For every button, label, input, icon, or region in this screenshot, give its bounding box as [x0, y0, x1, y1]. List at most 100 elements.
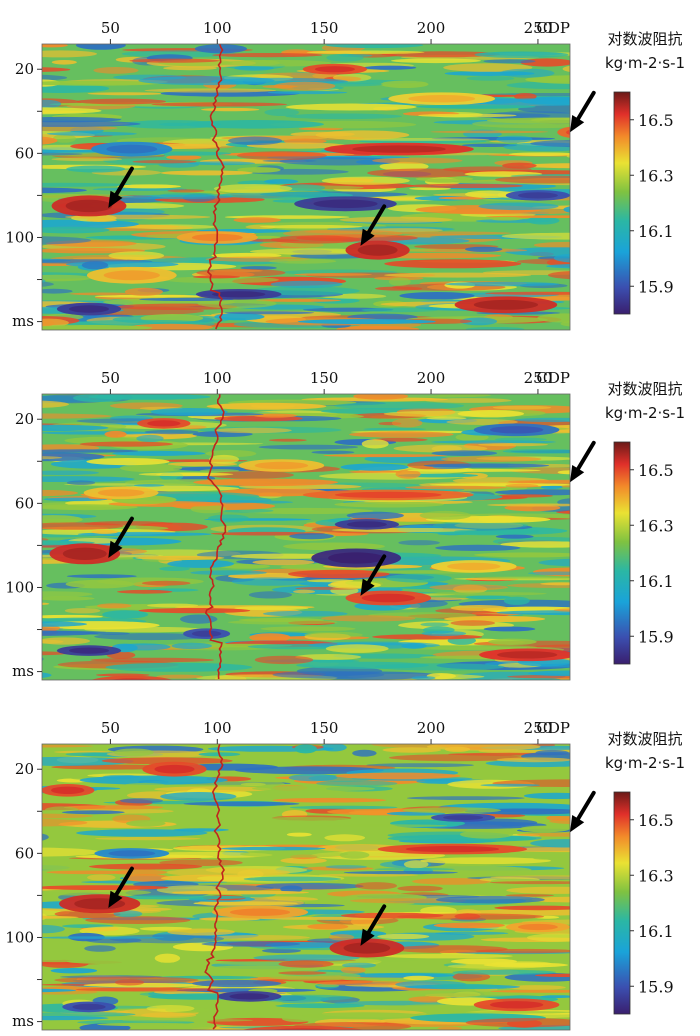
- texture-lens: [339, 851, 370, 859]
- impedance-body-core: [334, 491, 442, 498]
- texture-lens: [267, 91, 348, 95]
- x-tick-label: 100: [203, 19, 232, 37]
- annotation-arrow: [108, 516, 134, 558]
- texture-lens: [117, 184, 181, 189]
- texture-lens: [42, 818, 88, 827]
- texture-lens: [259, 224, 363, 229]
- texture-lens: [354, 882, 398, 890]
- texture-lens: [320, 744, 347, 752]
- x-tick-label: 100: [203, 719, 232, 737]
- impedance-body-core: [517, 923, 558, 931]
- texture-lens: [294, 273, 373, 276]
- texture-lens: [234, 606, 309, 611]
- texture-lens: [503, 596, 530, 605]
- texture-lens: [116, 643, 171, 651]
- texture-lens: [289, 533, 334, 540]
- texture-lens: [42, 74, 68, 81]
- texture-lens: [104, 430, 127, 438]
- texture-lens: [420, 622, 449, 627]
- texture-lens: [334, 402, 465, 410]
- impedance-body-core: [212, 291, 266, 298]
- colorbar-gradient: [613, 441, 631, 665]
- impedance-body: [91, 675, 173, 680]
- texture-lens: [42, 1016, 109, 1021]
- texture-lens: [138, 608, 251, 614]
- texture-lens: [154, 786, 272, 792]
- texture-lens: [325, 865, 368, 869]
- texture-lens: [405, 485, 507, 490]
- x-tick-label: 200: [417, 369, 446, 387]
- texture-lens: [251, 1001, 285, 1006]
- texture-lens: [530, 139, 570, 148]
- texture-lens: [465, 190, 515, 198]
- texture-lens: [193, 478, 339, 486]
- texture-lens: [426, 744, 541, 751]
- texture-lens: [208, 471, 294, 479]
- texture-lens: [511, 678, 561, 680]
- texture-lens: [340, 966, 366, 974]
- texture-lens: [431, 450, 498, 457]
- texture-lens: [428, 591, 547, 596]
- texture-lens: [42, 833, 49, 841]
- texture-lens: [474, 51, 569, 58]
- texture-lens: [560, 321, 570, 327]
- texture-lens: [96, 603, 132, 609]
- texture-lens: [209, 454, 239, 464]
- texture-lens: [53, 134, 76, 143]
- texture-lens: [51, 157, 123, 162]
- texture-lens: [84, 945, 116, 952]
- texture-lens: [196, 268, 286, 277]
- impedance-body-core: [229, 993, 270, 1000]
- texture-lens: [219, 564, 270, 569]
- texture-lens: [409, 187, 451, 191]
- impedance-body-core: [72, 1003, 106, 1011]
- texture-lens: [403, 860, 429, 869]
- texture-lens: [526, 933, 570, 942]
- texture-lens: [490, 961, 552, 967]
- texture-lens: [495, 175, 570, 184]
- texture-lens: [42, 522, 124, 530]
- texture-lens: [321, 176, 410, 185]
- impedance-field: [42, 394, 570, 680]
- impedance-body-core: [443, 815, 484, 821]
- texture-lens: [437, 1026, 462, 1030]
- texture-lens: [252, 559, 315, 566]
- texture-lens: [79, 441, 173, 447]
- texture-lens: [528, 670, 570, 677]
- texture-lens: [352, 749, 377, 757]
- texture-lens: [316, 780, 398, 787]
- texture-lens: [461, 143, 517, 147]
- texture-lens: [285, 103, 417, 111]
- texture-lens: [42, 99, 62, 108]
- texture-lens: [517, 832, 570, 837]
- texture-lens: [361, 439, 389, 449]
- texture-lens: [557, 470, 570, 475]
- texture-lens: [517, 258, 570, 265]
- texture-lens: [523, 163, 570, 169]
- texture-lens: [371, 437, 428, 442]
- texture-lens: [147, 603, 199, 608]
- texture-lens: [42, 637, 90, 645]
- texture-lens: [339, 216, 453, 223]
- texture-lens: [171, 890, 310, 895]
- texture-lens: [160, 792, 237, 801]
- texture-lens: [42, 515, 83, 524]
- texture-lens: [42, 813, 94, 819]
- y-tick-label: 20: [15, 760, 34, 778]
- texture-lens: [126, 820, 166, 827]
- x-tick-label: 200: [417, 19, 446, 37]
- texture-lens: [42, 744, 94, 748]
- texture-lens: [315, 981, 415, 986]
- texture-lens: [423, 463, 550, 468]
- texture-lens: [513, 93, 537, 100]
- texture-lens: [239, 850, 349, 858]
- texture-lens: [500, 541, 570, 548]
- texture-lens: [76, 829, 208, 837]
- colorbar-tick-label: 16.3: [638, 516, 674, 535]
- impedance-body-core: [50, 786, 85, 794]
- impedance-body-core: [62, 547, 107, 560]
- texture-lens: [505, 894, 554, 897]
- impedance-body-core: [109, 678, 154, 680]
- texture-lens: [42, 80, 161, 86]
